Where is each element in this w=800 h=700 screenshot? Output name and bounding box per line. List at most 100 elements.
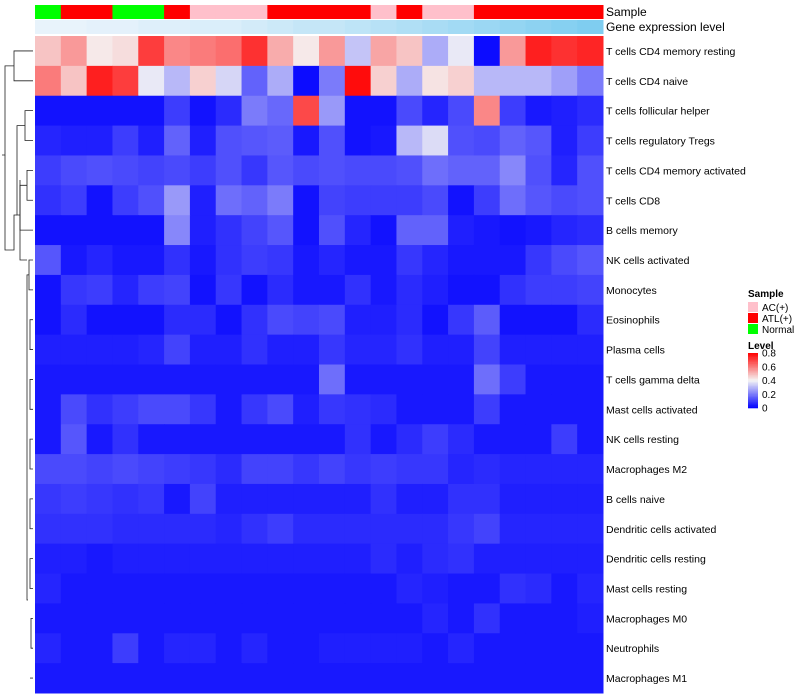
heatmap-cell — [473, 245, 501, 276]
heatmap-cell — [499, 65, 527, 97]
heatmap-cell — [189, 334, 217, 365]
heatmap-cell — [164, 155, 191, 186]
row-label: NK cells resting — [606, 434, 679, 446]
heatmap-cell — [319, 543, 346, 575]
legend-bar-segment — [748, 402, 758, 405]
heatmap-cell — [525, 155, 552, 186]
dendrogram-branch — [29, 498, 33, 530]
heatmap-cell — [448, 454, 475, 485]
heatmap-cell — [86, 543, 113, 575]
heatmap-cell — [525, 304, 552, 336]
sample-annotation-cell — [370, 5, 397, 19]
row-label: T cells follicular helper — [606, 106, 710, 118]
heatmap-cell — [138, 185, 165, 216]
heatmap-cell — [241, 483, 268, 515]
heatmap-cell — [525, 125, 552, 156]
heatmap-cell — [189, 513, 217, 545]
heatmap-cell — [138, 543, 165, 575]
legend-bar-segment — [748, 369, 758, 372]
heatmap-cell — [293, 394, 320, 425]
heatmap-cell — [319, 95, 346, 127]
heatmap-cell — [60, 364, 88, 395]
heatmap-cell — [577, 573, 604, 604]
heatmap-cell — [215, 424, 243, 455]
legend-bar-segment — [748, 372, 758, 374]
heatmap-cell — [473, 125, 501, 156]
heatmap-cell — [473, 603, 501, 634]
heatmap-cell — [370, 633, 397, 664]
heatmap-cell — [551, 304, 578, 336]
dendrogram-branch — [30, 617, 33, 649]
heatmap-cell — [267, 424, 294, 455]
heatmap-cell — [448, 274, 475, 306]
heatmap-cell — [499, 274, 527, 306]
legend-level-title: Level — [748, 341, 774, 352]
row-label: Eosinophils — [606, 315, 660, 327]
heatmap-cell — [448, 603, 475, 634]
heatmap-cell — [35, 274, 62, 306]
heatmap-cell — [577, 543, 604, 575]
heatmap-cell — [164, 36, 191, 67]
heatmap-cell — [319, 304, 346, 336]
heatmap-cell — [448, 185, 475, 216]
legend-level-ticks: 0.8 0.6 0.4 0.2 0 — [762, 349, 776, 415]
heatmap-cell — [267, 394, 294, 425]
legend-swatch — [748, 313, 758, 323]
heatmap-cell — [422, 125, 449, 156]
heatmap-cell — [189, 245, 217, 276]
heatmap-cell — [267, 603, 294, 634]
heatmap-cell — [215, 125, 243, 156]
legend-bar-segment — [748, 376, 758, 379]
heatmap-cell — [86, 36, 113, 67]
dendrogram-branch — [4, 155, 17, 251]
heatmap-cell — [267, 573, 294, 604]
heatmap-cell — [396, 304, 423, 336]
row-label: T cells CD4 memory resting — [606, 46, 735, 58]
legend-bar-segment — [748, 391, 758, 394]
heatmap-cell — [577, 125, 604, 156]
heatmap-cell — [448, 36, 475, 67]
heatmap-cell — [319, 633, 346, 664]
heatmap-cell — [525, 394, 552, 425]
heatmap-cell — [138, 304, 165, 336]
legend-tick-label: 0.4 — [762, 376, 776, 387]
heatmap-cell — [293, 543, 320, 575]
sample-annotation-cell — [112, 5, 139, 19]
heatmap-cell — [344, 65, 372, 97]
row-label: T cells gamma delta — [606, 374, 700, 386]
heatmap-cell — [499, 95, 527, 127]
heatmap-cell — [422, 334, 449, 365]
dendrogram-branch — [16, 125, 25, 216]
heatmap-cell — [293, 633, 320, 664]
heatmap-cell — [396, 364, 423, 395]
heatmap-cell — [499, 155, 527, 186]
expression-annotation-cell — [189, 20, 217, 34]
heatmap-cell — [473, 274, 501, 306]
heatmap-cell — [370, 155, 397, 186]
heatmap-cell — [577, 633, 604, 664]
heatmap-cell — [112, 215, 139, 246]
row-label: B cells naive — [606, 494, 665, 506]
legend-bar-segment — [748, 353, 758, 355]
row-label: Mast cells activated — [606, 404, 698, 416]
heatmap-cell — [422, 543, 449, 575]
heatmap-cell — [499, 394, 527, 425]
sample-annotation-cell — [499, 5, 527, 19]
heatmap-cell — [60, 603, 88, 634]
heatmap-cell — [293, 483, 320, 515]
heatmap-cell — [396, 543, 423, 575]
heatmap-cell — [267, 364, 294, 395]
legend-bar-segment — [748, 361, 758, 363]
heatmap-cell — [241, 364, 268, 395]
heatmap-cell — [112, 394, 139, 425]
dendrogram-branch — [26, 169, 33, 201]
legend-sample-items: AC(+)ATL(+)Normal — [748, 302, 794, 336]
heatmap-cell — [525, 663, 552, 694]
heatmap-cell — [577, 334, 604, 365]
heatmap-cell — [138, 125, 165, 156]
legend-bar-segment — [748, 357, 758, 359]
row-label: T cells CD4 memory activated — [606, 165, 746, 177]
heatmap-cell — [138, 424, 165, 455]
heatmap-cell — [319, 424, 346, 455]
heatmap-cell — [344, 304, 372, 336]
